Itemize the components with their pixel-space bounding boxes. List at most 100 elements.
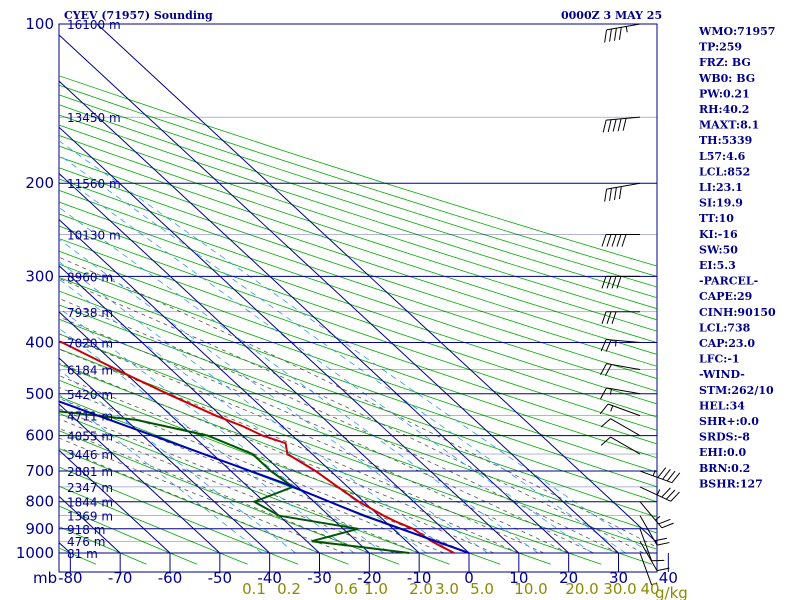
moist-adiabat-line [59, 316, 594, 554]
height-label: 7938 m [67, 306, 113, 320]
dry-adiabat-line [59, 225, 657, 431]
wind-barb-half-flag [625, 26, 628, 33]
mixing-ratio-line [59, 278, 427, 554]
wind-barb [639, 552, 658, 586]
wind-barb-flag [658, 518, 671, 525]
index-entry: LCL:852 [699, 165, 750, 178]
wind-barb-flag [604, 189, 608, 202]
index-entry: HEL:34 [699, 399, 745, 412]
index-entry: WB0: BG [698, 72, 755, 85]
wind-barb-flag [600, 387, 607, 400]
wind-barb-flag [604, 364, 612, 376]
mixing-ratio-line [59, 393, 263, 554]
wind-barb-flag [621, 234, 627, 247]
index-entry: CINH:90150 [699, 306, 776, 319]
wind-barb [601, 275, 640, 289]
index-entry: -PARCEL- [699, 275, 758, 288]
wind-barb-staff [606, 23, 641, 31]
wind-barb-staff [606, 339, 641, 343]
pressure-tick-label: 900 [25, 520, 54, 538]
temperature-tick-label: -20 [357, 569, 382, 587]
wind-barb-flag [616, 234, 622, 247]
moist-adiabat-line [59, 428, 370, 554]
height-label: 4055 m [67, 430, 113, 444]
wind-barb-flag [600, 436, 611, 446]
height-label: 16100 m [67, 18, 121, 32]
wind-barb-flag [600, 418, 611, 428]
wind-barb-flag [666, 470, 676, 482]
temperature-tick-label: -70 [108, 569, 133, 587]
wind-barb [600, 436, 641, 455]
wind-barb-staff [639, 528, 653, 561]
wind-barb [600, 387, 641, 400]
pressure-tick-label: 400 [25, 333, 54, 351]
dry-adiabat-line [59, 238, 657, 445]
mixing-ratio-label: 0.2 [277, 580, 301, 598]
wind-barb-flag [605, 339, 612, 352]
isotherms [59, 24, 657, 554]
wind-barb-flag [612, 119, 617, 132]
wind-barb-staff [639, 540, 658, 571]
sounding-time: 0000Z 3 MAY 25 [561, 9, 662, 22]
wind-barb [604, 182, 641, 202]
wind-barb [604, 23, 641, 43]
wind-barb [600, 418, 641, 437]
wind-barb-flag [622, 118, 627, 131]
index-entry: FRZ: BG [699, 56, 751, 69]
index-entry: WMO:71957 [698, 25, 775, 38]
dry-adiabat-line [59, 290, 657, 503]
wind-barb-half-flag [655, 515, 661, 521]
wind-barb-flag [616, 276, 622, 289]
index-entry: LCL:738 [699, 321, 751, 334]
pressure-tick-label: 600 [25, 427, 54, 445]
wind-barb-staff [639, 552, 653, 586]
pressure-tick-label: 300 [25, 267, 54, 285]
height-label: 5420 m [67, 388, 113, 402]
dry-adiabat-line [59, 189, 657, 392]
wind-barb [639, 467, 681, 484]
index-entry: LFC:-1 [699, 353, 740, 366]
index-entry: LI:23.1 [699, 181, 743, 194]
height-label: 13450 m [67, 111, 121, 125]
temperature-tick-label: 30 [609, 569, 628, 587]
mixing-ratio-line [59, 327, 355, 554]
wind-barb-flag [665, 489, 676, 500]
wind-barb-half-flag [615, 340, 617, 347]
index-entry: BRN:0.2 [699, 462, 750, 475]
index-entry: TT:10 [699, 212, 734, 225]
wind-barb-half-flag [651, 582, 658, 586]
temperature-tick-label: -10 [407, 569, 432, 587]
isotherm-line [59, 357, 271, 554]
moist-adiabat-line [59, 386, 470, 554]
skew-t-grid [58, 23, 669, 573]
dry-adiabat-line [59, 178, 657, 380]
mixing-ratio-label: 40 [640, 580, 659, 598]
height-label: 6184 m [67, 364, 113, 378]
pressure-tick-label: 700 [25, 462, 54, 480]
mixing-ratio-label: 10.0 [514, 580, 547, 598]
index-entry: CAP:23.0 [699, 337, 755, 350]
wind-barb-staff [639, 486, 672, 502]
dry-adiabat-line [59, 318, 657, 534]
wind-barb-staff [639, 515, 658, 546]
wind-barbs [599, 23, 681, 586]
wind-barb-staff [610, 418, 641, 437]
dry-adiabat-line [59, 201, 657, 405]
wind-barb-flag [601, 234, 607, 247]
height-label: 3446 m [67, 448, 113, 462]
isotherm-line [59, 218, 420, 554]
index-entry: SRDS:-8 [699, 431, 750, 444]
wind-barb [639, 528, 665, 562]
moist-adiabat-line [59, 256, 657, 548]
height-label: 81 m [67, 547, 98, 561]
index-entry: RH:40.2 [699, 103, 749, 116]
temperature-tick-label: -30 [307, 569, 332, 587]
wind-barb-flag [606, 311, 612, 324]
wind-barb-staff [607, 403, 641, 417]
wind-barb [639, 486, 680, 502]
wind-barb-staff [606, 116, 641, 121]
wind-barb [639, 540, 670, 572]
